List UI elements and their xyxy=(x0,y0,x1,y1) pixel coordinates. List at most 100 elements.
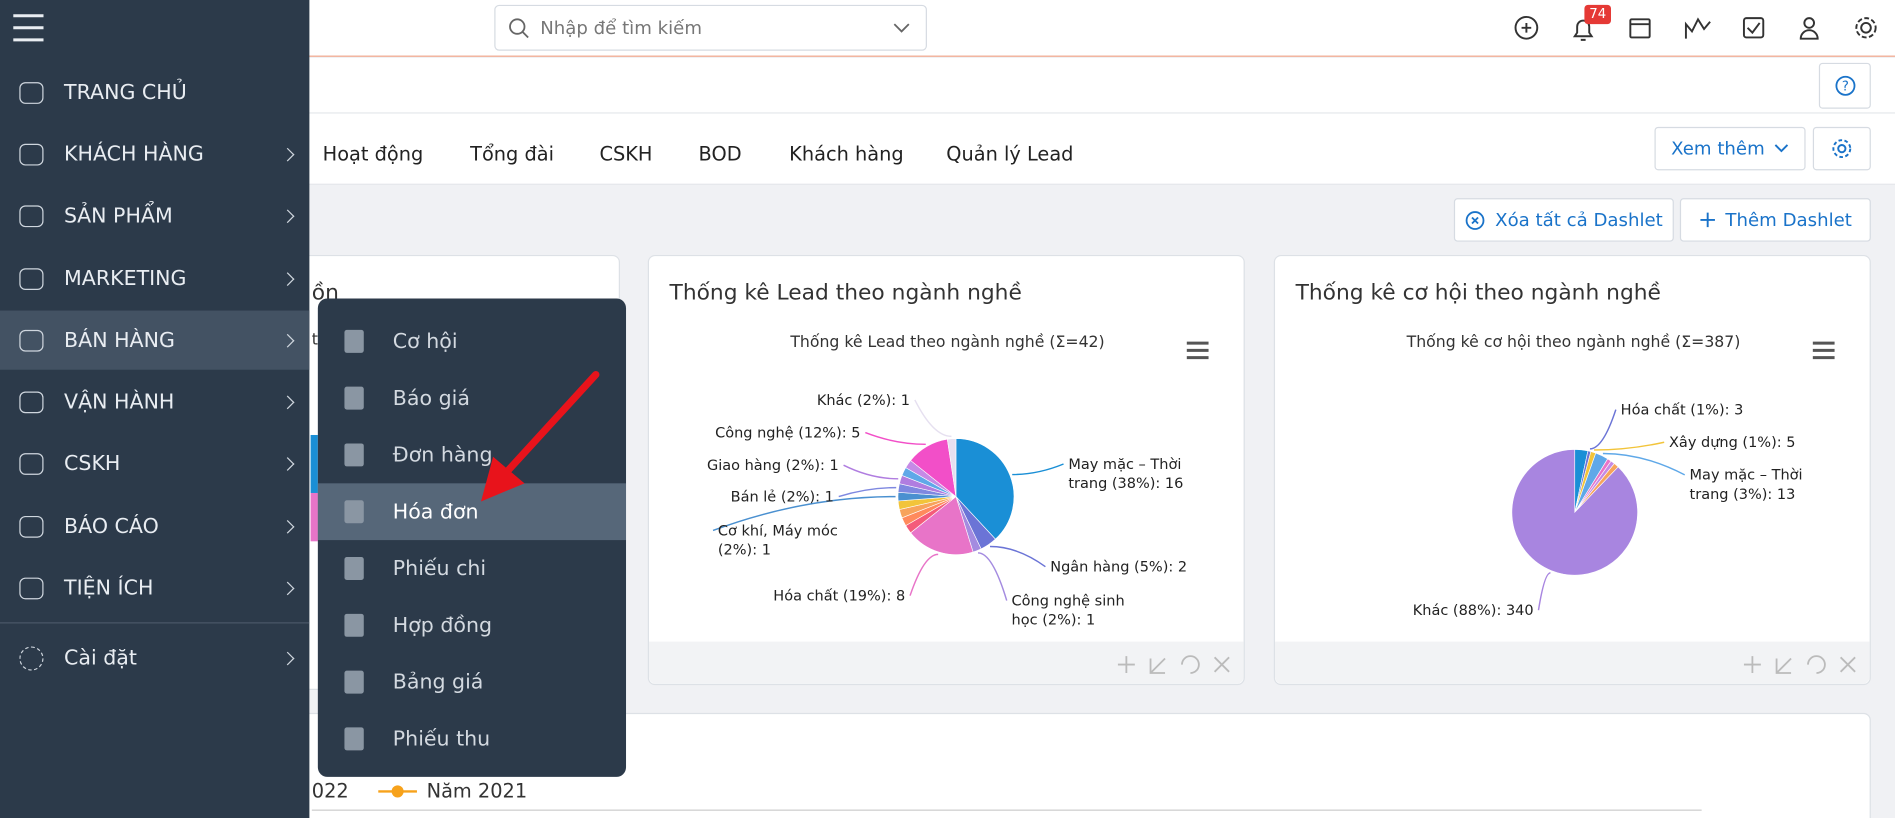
tab[interactable]: CSKH xyxy=(599,142,653,166)
slice-label: trang (38%): 16 xyxy=(1068,476,1183,492)
item-label: Đơn hàng xyxy=(392,442,493,468)
sidebar-item[interactable]: KHÁCH HÀNG xyxy=(0,124,309,183)
clear-dashlets-button[interactable]: Xóa tất cả Dashlet xyxy=(1453,198,1674,242)
sidebar-item[interactable]: BÁO CÁO xyxy=(0,497,309,556)
item-icon xyxy=(19,452,44,475)
chevron xyxy=(280,581,295,595)
action-icon xyxy=(1149,657,1166,674)
svg-text:?: ? xyxy=(1841,80,1848,95)
submenu-item[interactable]: Hóa đơn xyxy=(317,483,627,541)
menu-toggle[interactable] xyxy=(12,12,46,43)
partial-chart xyxy=(310,434,318,493)
dashlet-footer xyxy=(648,641,1244,684)
slice-label: Ngân hàng (5%): 2 xyxy=(1050,560,1187,576)
leader-line xyxy=(977,552,1008,601)
add-dashlet-button[interactable]: Thêm Dashlet xyxy=(1679,198,1871,242)
chevron xyxy=(280,271,295,286)
action-icon xyxy=(1839,656,1856,673)
item-icon xyxy=(19,329,44,352)
search-placeholder: Nhập để tìm kiếm xyxy=(540,16,702,39)
slice-label: May mặc – Thời xyxy=(1690,468,1803,484)
tab[interactable]: Khách hàng xyxy=(789,142,904,166)
axis-line xyxy=(311,809,1702,811)
sidebar: TRANG CHỦ KHÁCH HÀNG SẢN PHẨM MARKETING BÁN … xyxy=(0,0,310,818)
chevron xyxy=(280,147,295,161)
submenu-item[interactable]: Bảng giá xyxy=(318,654,626,711)
item-label: Phiếu thu xyxy=(392,726,491,751)
item-label: TIỆN ÍCH xyxy=(64,575,154,600)
item-label: Hóa đơn xyxy=(392,499,479,524)
action-icon xyxy=(1181,655,1200,674)
dashlet-title: Thống kê Lead theo ngành nghề xyxy=(669,280,1022,306)
more-button[interactable]: Xem thêm xyxy=(1654,126,1806,171)
chevron xyxy=(280,208,295,223)
submenu-item[interactable]: Phiếu thu xyxy=(318,710,626,767)
item-icon xyxy=(19,267,44,290)
item-icon xyxy=(19,515,44,538)
dashlet-actions[interactable] xyxy=(1117,655,1230,674)
leader-line xyxy=(1594,441,1665,451)
tab[interactable]: Hoạt động xyxy=(322,142,424,166)
action-icon xyxy=(1213,656,1230,673)
sidebar-item[interactable]: MARKETING xyxy=(0,249,309,308)
submenu-item[interactable]: Đơn hàng xyxy=(318,427,626,484)
sidebar-item[interactable]: SẢN PHẨM xyxy=(0,186,309,245)
tab[interactable]: BOD xyxy=(698,142,742,166)
slice-label: Xây dựng (1%): 5 xyxy=(1669,435,1795,451)
chevron xyxy=(280,456,295,471)
submenu-item[interactable]: Cơ hội xyxy=(318,313,626,370)
sidebar-item[interactable]: TIỆN ÍCH xyxy=(0,558,309,617)
sidebar-item[interactable]: Cài đặt xyxy=(0,628,309,687)
item-icon xyxy=(344,386,364,410)
sidebar-item[interactable]: BÁN HÀNG xyxy=(0,310,310,370)
item-icon xyxy=(19,576,44,599)
dashlet-footer xyxy=(1275,641,1870,684)
slice-label: Công nghệ sinh xyxy=(1012,593,1125,609)
toolbar-icons[interactable] xyxy=(1511,10,1886,49)
submenu-item[interactable]: Phiếu chi xyxy=(318,540,626,597)
leader-line xyxy=(990,545,1046,568)
chart-menu[interactable] xyxy=(1186,341,1209,360)
leader-line xyxy=(1602,452,1686,476)
legend-item: Năm 2021 xyxy=(426,779,528,803)
slice-label: May mặc – Thời xyxy=(1068,457,1181,473)
slice-label: Công nghệ (12%): 5 xyxy=(715,425,860,441)
item-label: KHÁCH HÀNG xyxy=(64,141,204,167)
leader-line xyxy=(843,464,899,480)
settings-button[interactable] xyxy=(1812,126,1871,171)
notification-badge: 74 xyxy=(1584,4,1611,25)
item-icon xyxy=(344,443,364,467)
leader-line xyxy=(1537,572,1551,611)
item-label: Hợp đồng xyxy=(392,613,493,638)
submenu: Cơ hội Báo giá Đơn hàng Hóa đơn Phiếu chi Hợp… xyxy=(317,298,627,777)
item-label: Cài đặt xyxy=(64,645,137,671)
submenu-item[interactable]: Hợp đồng xyxy=(318,597,626,654)
item-icon xyxy=(19,390,44,413)
sidebar-item[interactable]: CSKH xyxy=(0,434,309,493)
dashlet-title: Thống kê cơ hội theo ngành nghề xyxy=(1295,280,1661,306)
leader-line xyxy=(865,431,926,446)
pie-chart: Thống kê Lead theo ngành nghề (Σ=42) May … xyxy=(707,332,1230,674)
item-icon xyxy=(344,727,364,751)
top-bar: Nhập để tìm kiếm 74 xyxy=(0,0,1895,57)
pie-slice xyxy=(910,496,974,555)
chart-menu[interactable] xyxy=(1812,341,1835,360)
dashlet-actions[interactable] xyxy=(1743,655,1856,674)
item-icon xyxy=(19,645,44,671)
sidebar-item[interactable]: VẬN HÀNH xyxy=(0,372,309,431)
item-label: VẬN HÀNH xyxy=(64,389,175,414)
sidebar-item[interactable]: TRANG CHỦ xyxy=(0,63,309,122)
help-button[interactable]: ? xyxy=(1818,62,1871,109)
dashlet: Thống kê Lead theo ngành nghề Thống kê Le… xyxy=(647,254,1245,686)
item-label: SẢN PHẨM xyxy=(64,203,173,228)
tab[interactable]: Tổng đài xyxy=(470,142,554,166)
search-box[interactable]: Nhập để tìm kiếm xyxy=(494,4,927,51)
submenu-item[interactable]: Báo giá xyxy=(318,370,626,427)
tab[interactable]: Quản lý Lead xyxy=(946,142,1074,166)
item-label: BÁN HÀNG xyxy=(64,328,175,353)
slice-label: Bán lẻ (2%): 1 xyxy=(731,489,834,505)
item-label: TRANG CHỦ xyxy=(64,80,187,105)
slice-label: trang (3%): 13 xyxy=(1690,487,1796,503)
slice-label: Giao hàng (2%): 1 xyxy=(707,458,839,474)
